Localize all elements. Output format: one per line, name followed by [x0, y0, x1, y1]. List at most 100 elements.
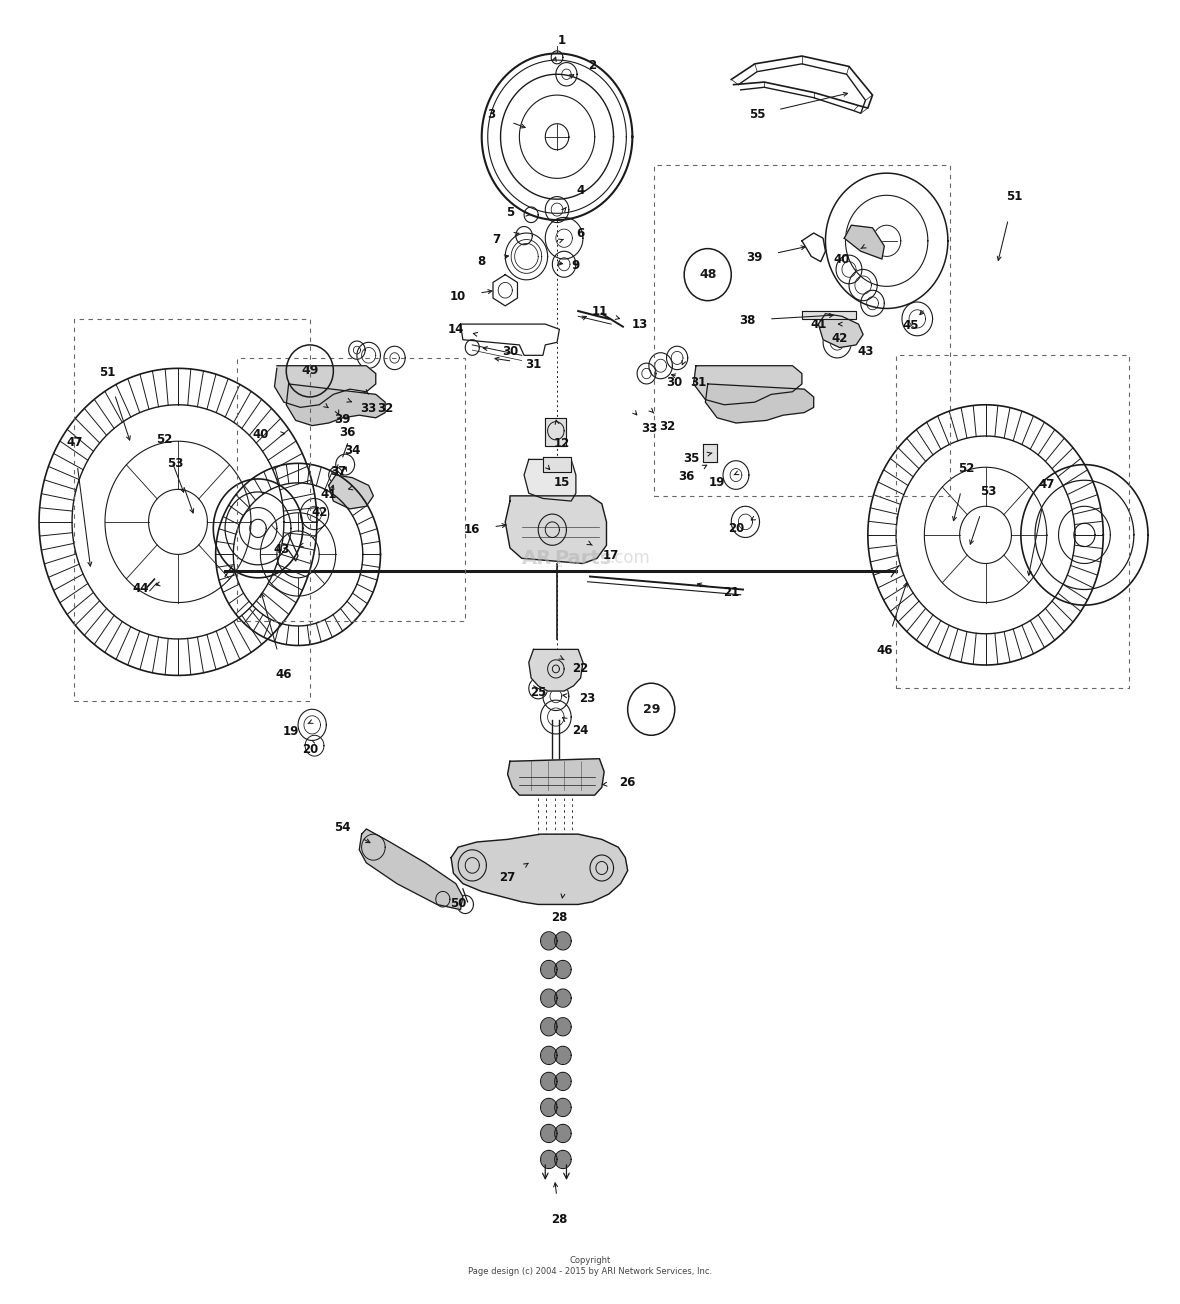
Text: 1: 1 [558, 34, 565, 47]
Text: 5: 5 [506, 206, 514, 219]
Text: 44: 44 [132, 582, 149, 595]
Text: 42: 42 [312, 506, 327, 519]
Text: 9: 9 [572, 259, 581, 273]
Text: 13: 13 [631, 318, 648, 331]
Text: 11: 11 [591, 305, 608, 318]
Text: 25: 25 [530, 686, 546, 699]
Text: 8: 8 [478, 256, 486, 269]
Text: 30: 30 [502, 346, 518, 357]
Text: 27: 27 [499, 871, 516, 884]
Text: 52: 52 [958, 462, 975, 475]
Text: 20: 20 [728, 522, 745, 535]
Polygon shape [556, 961, 570, 977]
Text: 34: 34 [345, 443, 360, 456]
Text: 46: 46 [876, 644, 892, 657]
Text: 32: 32 [378, 402, 393, 415]
Text: Parts: Parts [555, 549, 612, 567]
Text: 36: 36 [340, 425, 355, 438]
Text: 20: 20 [302, 743, 317, 756]
Polygon shape [529, 649, 583, 691]
Text: 31: 31 [690, 376, 707, 389]
Text: 47: 47 [1038, 477, 1055, 490]
Text: .com: .com [609, 549, 649, 567]
Polygon shape [556, 1099, 570, 1115]
Text: 10: 10 [450, 291, 466, 304]
Polygon shape [451, 835, 628, 905]
Text: 4: 4 [577, 184, 585, 197]
Text: 26: 26 [620, 776, 636, 789]
Text: 53: 53 [979, 485, 996, 498]
Text: 51: 51 [99, 365, 116, 378]
Polygon shape [275, 365, 375, 407]
Text: 51: 51 [1005, 190, 1022, 203]
Text: 24: 24 [572, 724, 589, 737]
Text: 28: 28 [551, 1213, 568, 1226]
Text: 53: 53 [168, 456, 184, 469]
Text: 40: 40 [253, 428, 269, 441]
Text: 55: 55 [749, 108, 766, 121]
Text: 43: 43 [274, 542, 290, 556]
Text: ™: ™ [553, 563, 563, 574]
Text: 43: 43 [858, 346, 873, 357]
Text: 19: 19 [709, 476, 726, 489]
Text: 19: 19 [283, 725, 300, 738]
Polygon shape [542, 1099, 556, 1115]
Polygon shape [524, 459, 576, 501]
Text: AR: AR [523, 549, 552, 567]
Polygon shape [460, 325, 559, 355]
Text: 6: 6 [577, 227, 585, 240]
Text: 41: 41 [811, 318, 826, 331]
Text: 45: 45 [902, 319, 918, 333]
Text: 28: 28 [551, 911, 568, 925]
Bar [74, 319, 310, 702]
Text: 50: 50 [450, 897, 466, 910]
Text: 17: 17 [603, 549, 620, 562]
Text: 32: 32 [660, 420, 676, 433]
Text: 21: 21 [723, 585, 740, 599]
Text: 15: 15 [553, 476, 570, 489]
Polygon shape [556, 990, 570, 1005]
Polygon shape [556, 1047, 570, 1063]
Polygon shape [542, 1047, 556, 1063]
Text: 16: 16 [464, 523, 480, 536]
Text: 54: 54 [335, 822, 350, 835]
Polygon shape [359, 829, 463, 910]
Text: 49: 49 [301, 364, 319, 377]
Text: 23: 23 [579, 692, 596, 705]
Text: 48: 48 [699, 269, 716, 282]
Polygon shape [556, 1018, 570, 1034]
Text: 7: 7 [492, 233, 500, 246]
Text: 37: 37 [330, 464, 346, 477]
Text: 47: 47 [66, 436, 83, 449]
Polygon shape [542, 961, 556, 977]
Text: 12: 12 [553, 437, 570, 450]
Text: 41: 41 [321, 488, 336, 501]
Text: 30: 30 [667, 376, 683, 389]
Polygon shape [819, 314, 863, 347]
Polygon shape [545, 417, 566, 446]
Polygon shape [542, 934, 556, 949]
Polygon shape [556, 1073, 570, 1089]
Text: 14: 14 [447, 323, 464, 336]
Polygon shape [844, 226, 884, 259]
Polygon shape [542, 1125, 556, 1141]
Polygon shape [507, 759, 604, 795]
Text: 29: 29 [643, 703, 660, 716]
Polygon shape [542, 990, 556, 1005]
Text: Copyright
Page design (c) 2004 - 2015 by ARI Network Services, Inc.: Copyright Page design (c) 2004 - 2015 by… [468, 1257, 712, 1275]
Polygon shape [542, 1151, 556, 1167]
Polygon shape [505, 496, 607, 563]
Polygon shape [556, 1151, 570, 1167]
Text: 40: 40 [834, 253, 850, 266]
Text: 39: 39 [335, 412, 350, 425]
Bar [237, 357, 465, 621]
Polygon shape [543, 456, 571, 472]
Polygon shape [556, 934, 570, 949]
Polygon shape [287, 383, 385, 425]
Text: 39: 39 [747, 252, 763, 265]
Text: 42: 42 [832, 333, 847, 344]
Bar [654, 166, 950, 496]
Polygon shape [556, 1125, 570, 1141]
Polygon shape [802, 312, 856, 319]
Text: 52: 52 [156, 433, 172, 446]
